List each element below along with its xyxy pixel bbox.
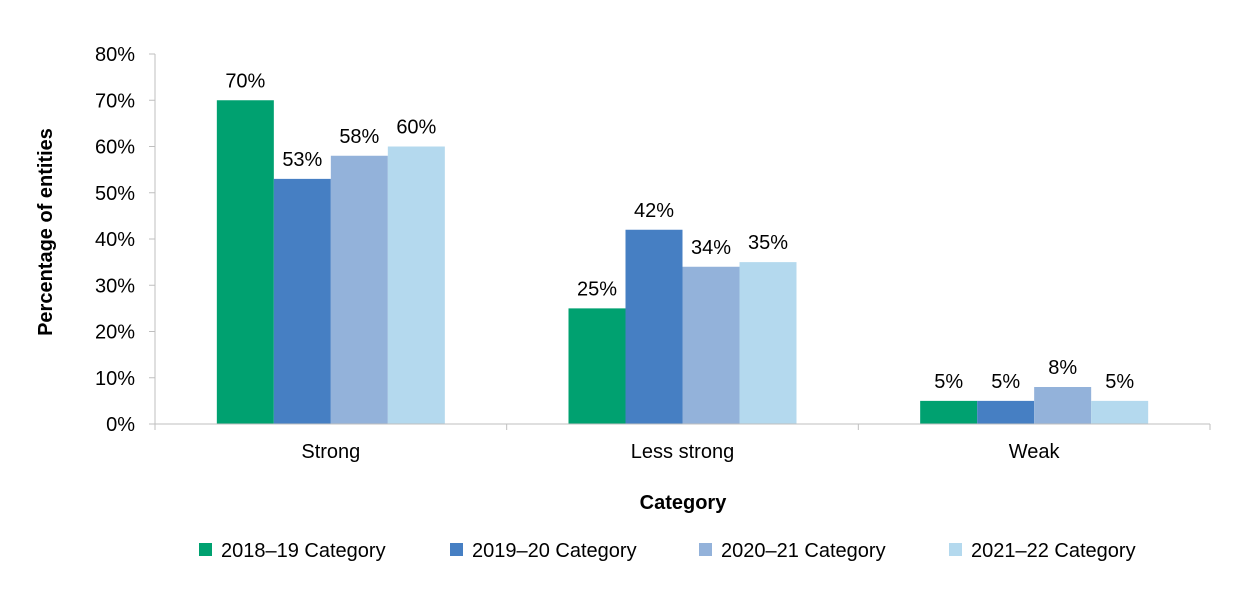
y-tick-label: 40% xyxy=(95,229,135,251)
data-label: 58% xyxy=(339,126,379,148)
legend-swatch xyxy=(199,543,212,556)
y-tick-label: 50% xyxy=(95,183,135,205)
legend-label: 2021–22 Category xyxy=(971,540,1136,562)
data-label: 53% xyxy=(282,149,322,171)
data-labels: 70% 53% 58% 60% 25% 42% 34% 35% 5% 5% 8% 5% xyxy=(225,70,1134,393)
x-axis: Strong Less strong Weak xyxy=(154,423,1211,463)
x-tick-label: Less strong xyxy=(631,441,734,463)
y-tick-label: 30% xyxy=(95,275,135,297)
data-label: 60% xyxy=(396,117,436,139)
bar xyxy=(920,400,978,424)
bar xyxy=(682,266,740,424)
bar xyxy=(568,308,626,424)
bar xyxy=(739,262,797,424)
legend-label: 2018–19 Category xyxy=(221,540,386,562)
bar xyxy=(1091,400,1149,424)
data-label: 5% xyxy=(934,371,963,393)
y-axis-title: Percentage of entities xyxy=(35,128,57,336)
bar xyxy=(1034,387,1092,424)
y-tick-label: 10% xyxy=(95,368,135,390)
x-tick-label: Weak xyxy=(1009,441,1061,463)
data-label: 35% xyxy=(748,232,788,254)
bar xyxy=(330,155,388,424)
y-tick-label: 70% xyxy=(95,90,135,112)
x-axis-title: Category xyxy=(640,492,728,514)
data-label: 8% xyxy=(1048,357,1077,379)
data-label: 70% xyxy=(225,70,265,92)
y-tick-label: 80% xyxy=(95,44,135,66)
bar xyxy=(977,400,1035,424)
y-tick-label: 60% xyxy=(95,137,135,159)
bar xyxy=(625,229,683,424)
data-label: 5% xyxy=(1105,371,1134,393)
data-label: 34% xyxy=(691,237,731,259)
y-axis: 0% 10% 20% 30% 40% 50% 60% 70% 80% xyxy=(95,44,156,436)
legend: 2018–19 Category 2019–20 Category 2020–21 … xyxy=(199,540,1136,562)
legend-swatch xyxy=(699,543,712,556)
data-label: 42% xyxy=(634,200,674,222)
legend-swatch xyxy=(949,543,962,556)
data-label: 5% xyxy=(991,371,1020,393)
legend-swatch xyxy=(450,543,463,556)
y-tick-label: 0% xyxy=(106,414,135,436)
legend-label: 2020–21 Category xyxy=(721,540,886,562)
data-label: 25% xyxy=(577,278,617,300)
bar xyxy=(273,178,331,424)
x-tick-label: Strong xyxy=(301,441,360,463)
bar xyxy=(387,146,445,424)
bars xyxy=(216,100,1149,424)
y-tick-label: 20% xyxy=(95,322,135,344)
legend-label: 2019–20 Category xyxy=(472,540,637,562)
bar xyxy=(216,100,274,424)
